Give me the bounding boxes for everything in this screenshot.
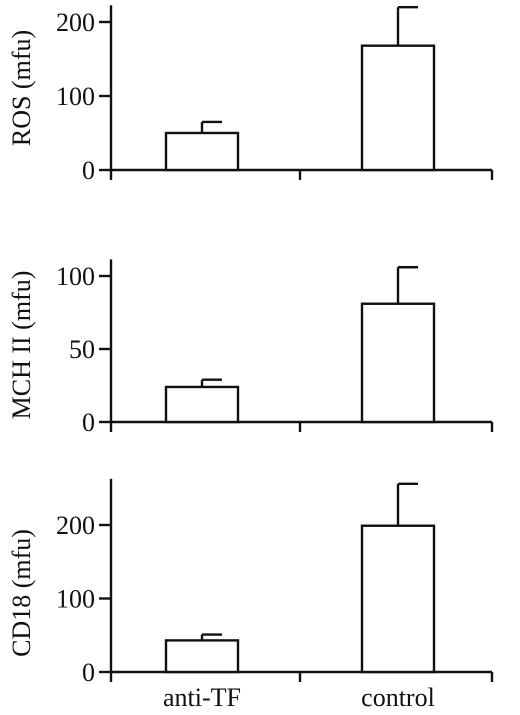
bar-ros-anti-tf <box>164 131 240 172</box>
x-category-label-control: control <box>361 683 435 712</box>
y-tick-label-mch-ii-0: 0 <box>82 408 95 437</box>
y-tick-label-cd18-200: 200 <box>56 511 95 540</box>
y-axis-label-ros: ROS (mfu) <box>7 30 36 146</box>
y-tick-label-ros-200: 200 <box>56 8 95 37</box>
bar-mch-ii-control <box>360 302 436 424</box>
panel-cd18: 0 100 200 CD18 (mfu) <box>7 478 494 687</box>
bar-ros-control <box>360 44 436 172</box>
y-tick-label-mch-ii-50: 50 <box>69 335 95 364</box>
y-tick-label-cd18-100: 100 <box>56 585 95 614</box>
panel-mch-ii: 0 50 100 MCH II (mfu) <box>7 259 494 437</box>
bar-cd18-anti-tf <box>164 639 240 674</box>
panels: 0 100 200 ROS (mfu) 0 50 100 MCH II (mfu) 0 100 20… <box>7 5 494 687</box>
bar-mch-ii-anti-tf <box>164 385 240 424</box>
y-tick-label-ros-0: 0 <box>82 156 95 185</box>
y-axis-label-mch-ii: MCH II (mfu) <box>7 271 36 420</box>
panel-ros: 0 100 200 ROS (mfu) <box>7 5 494 185</box>
y-tick-label-cd18-0: 0 <box>82 658 95 687</box>
y-axis-label-cd18: CD18 (mfu) <box>7 529 36 657</box>
y-tick-label-mch-ii-100: 100 <box>56 262 95 291</box>
x-category-label-anti-tf: anti-TF <box>163 683 241 712</box>
y-tick-label-ros-100: 100 <box>56 82 95 111</box>
bar-cd18-control <box>360 524 436 674</box>
